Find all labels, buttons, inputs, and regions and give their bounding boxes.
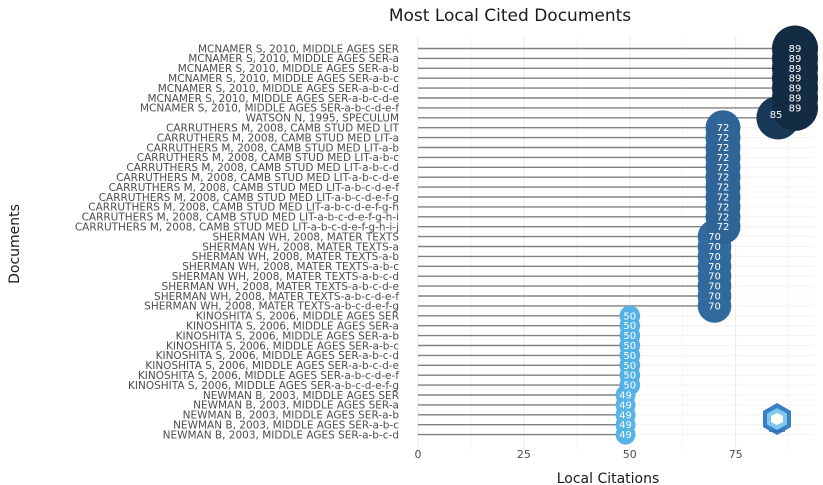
data-label: 50: [623, 361, 636, 372]
y-tick-label: NEWMAN B, 2003, MIDDLE AGES SER: [203, 390, 399, 402]
data-label: 72: [717, 222, 730, 233]
y-tick-label: KINOSHITA S, 2006, MIDDLE AGES SER: [196, 311, 399, 323]
data-label: 72: [717, 212, 730, 223]
data-label: 72: [717, 173, 730, 184]
y-tick-label: NEWMAN B, 2003, MIDDLE AGES SER-a-b-c-d: [163, 429, 399, 441]
data-label: 85: [770, 110, 783, 121]
y-tick-label: WATSON N, 1995, SPECULUM: [246, 113, 399, 125]
lollipop-dots: [615, 25, 819, 445]
y-tick-label: CARRUTHERS M, 2008, CAMB STUD MED LIT-a-…: [109, 182, 400, 194]
y-tick-label: SHERMAN WH, 2008, MATER TEXTS-a-b-c: [182, 261, 399, 273]
data-label: 50: [623, 381, 636, 392]
data-label: 72: [717, 163, 730, 174]
y-tick-label: SHERMAN WH, 2008, MATER TEXTS: [212, 231, 399, 243]
data-label: 50: [623, 311, 636, 322]
y-tick-labels: MCNAMER S, 2010, MIDDLE AGES SERMCNAMER …: [75, 43, 400, 441]
y-tick-label: CARRUTHERS M, 2008, CAMB STUD MED LIT-a: [157, 132, 399, 144]
lollipop-dot: [705, 110, 741, 146]
y-tick-label: KINOSHITA S, 2006, MIDDLE AGES SER-a-b-c…: [156, 350, 399, 362]
y-tick-label: CARRUTHERS M, 2008, CAMB STUD MED LIT: [166, 123, 400, 135]
data-label: 89: [789, 94, 802, 105]
data-label: 50: [623, 341, 636, 352]
data-label: 50: [623, 331, 636, 342]
data-label: 50: [623, 371, 636, 382]
data-label: 89: [789, 54, 802, 65]
y-tick-label: CARRUTHERS M, 2008, CAMB STUD MED LIT-a-…: [137, 152, 399, 164]
data-label: 70: [708, 282, 721, 293]
y-tick-label: NEWMAN B, 2003, MIDDLE AGES SER-a-b: [183, 410, 400, 422]
y-tick-label: CARRUTHERS M, 2008, CAMB STUD MED LIT-a-…: [75, 222, 399, 234]
y-tick-label: MCNAMER S, 2010, MIDDLE AGES SER-a: [188, 53, 399, 65]
y-tick-label: CARRUTHERS M, 2008, CAMB STUD MED LIT-a-…: [82, 212, 399, 224]
data-label: 72: [717, 123, 730, 134]
y-tick-label: MCNAMER S, 2010, MIDDLE AGES SER-a-b-c: [168, 73, 399, 85]
y-tick-label: MCNAMER S, 2010, MIDDLE AGES SER-a-b-c-d…: [147, 93, 399, 105]
y-tick-label: KINOSHITA S, 2006, MIDDLE AGES SER-a-b-c…: [128, 380, 399, 392]
data-label: 72: [717, 143, 730, 154]
y-tick-label: MCNAMER S, 2010, MIDDLE AGES SER-a-b-c-d: [158, 83, 399, 95]
data-label: 70: [708, 232, 721, 243]
lollipop-dot: [772, 25, 819, 72]
data-label: 49: [619, 430, 632, 441]
x-tick-label: 75: [729, 448, 743, 461]
data-label: 50: [623, 351, 636, 362]
y-axis-title: Documents: [7, 204, 23, 284]
y-tick-label: KINOSHITA S, 2006, MIDDLE AGES SER-a-b-c: [166, 340, 399, 352]
data-label: 70: [708, 292, 721, 303]
data-label: 70: [708, 272, 721, 283]
data-label: 70: [708, 262, 721, 273]
y-tick-label: KINOSHITA S, 2006, MIDDLE AGES SER-a: [186, 321, 399, 333]
data-label: 89: [789, 64, 802, 75]
data-label: 49: [619, 420, 632, 431]
data-label: 72: [717, 183, 730, 194]
y-tick-label: SHERMAN WH, 2008, MATER TEXTS-a-b-c-d-e-…: [144, 301, 399, 313]
data-label: 72: [717, 202, 730, 213]
data-label: 72: [717, 153, 730, 164]
y-tick-label: SHERMAN WH, 2008, MATER TEXTS-a-b-c-d-e: [162, 281, 399, 293]
data-label: 49: [619, 391, 632, 402]
x-tick-labels: 0 25 50 75: [415, 448, 743, 461]
data-label: 70: [708, 242, 721, 253]
y-tick-label: CARRUTHERS M, 2008, CAMB STUD MED LIT-a-…: [146, 142, 399, 154]
bibliometrix-logo-icon: [763, 403, 791, 435]
data-label: 72: [717, 133, 730, 144]
lollipop-dot: [619, 305, 641, 327]
y-tick-label: MCNAMER S, 2010, MIDDLE AGES SER: [198, 43, 399, 55]
y-tick-label: SHERMAN WH, 2008, MATER TEXTS-a-b-c-d: [172, 271, 399, 283]
data-label: 49: [619, 410, 632, 421]
y-tick-label: CARRUTHERS M, 2008, CAMB STUD MED LIT-a-…: [126, 162, 399, 174]
y-tick-label: SHERMAN WH, 2008, MATER TEXTS-a-b-c-d-e-…: [154, 291, 399, 303]
y-tick-label: NEWMAN B, 2003, MIDDLE AGES SER-a-b-c: [173, 420, 399, 432]
data-label: 89: [789, 84, 802, 95]
lollipop-stems: [418, 47, 796, 436]
y-tick-label: SHERMAN WH, 2008, MATER TEXTS-a: [202, 241, 399, 253]
data-label: 70: [708, 301, 721, 312]
chart-title: Most Local Cited Documents: [389, 6, 631, 26]
y-tick-label: CARRUTHERS M, 2008, CAMB STUD MED LIT-a-…: [99, 192, 399, 204]
y-tick-label: SHERMAN WH, 2008, MATER TEXTS-a-b: [192, 251, 400, 263]
x-tick-label: 0: [415, 448, 422, 461]
x-axis-title: Local Citations: [557, 471, 660, 485]
data-label: 72: [717, 193, 730, 204]
data-label: 49: [619, 400, 632, 411]
y-tick-label: MCNAMER S, 2010, MIDDLE AGES SER-a-b: [178, 63, 400, 75]
x-tick-label: 50: [623, 448, 637, 461]
data-label: 89: [789, 103, 802, 114]
y-tick-label: CARRUTHERS M, 2008, CAMB STUD MED LIT-a-…: [116, 172, 399, 184]
data-label: 89: [789, 74, 802, 85]
x-tick-label: 25: [517, 448, 531, 461]
y-tick-label: KINOSHITA S, 2006, MIDDLE AGES SER-a-b: [176, 330, 400, 342]
data-label: 70: [708, 252, 721, 263]
data-label: 50: [623, 321, 636, 332]
y-tick-label: KINOSHITA S, 2006, MIDDLE AGES SER-a-b-c…: [145, 360, 399, 372]
y-tick-label: MCNAMER S, 2010, MIDDLE AGES SER-a-b-c-d…: [140, 103, 399, 115]
data-labels: 8989898989898985727272727272727272727270…: [619, 44, 801, 441]
y-tick-label: CARRUTHERS M, 2008, CAMB STUD MED LIT-a-…: [88, 202, 399, 214]
y-tick-label: KINOSHITA S, 2006, MIDDLE AGES SER-a-b-c…: [138, 370, 399, 382]
y-tick-label: NEWMAN B, 2003, MIDDLE AGES SER-a: [193, 400, 399, 412]
data-label: 89: [789, 44, 802, 55]
